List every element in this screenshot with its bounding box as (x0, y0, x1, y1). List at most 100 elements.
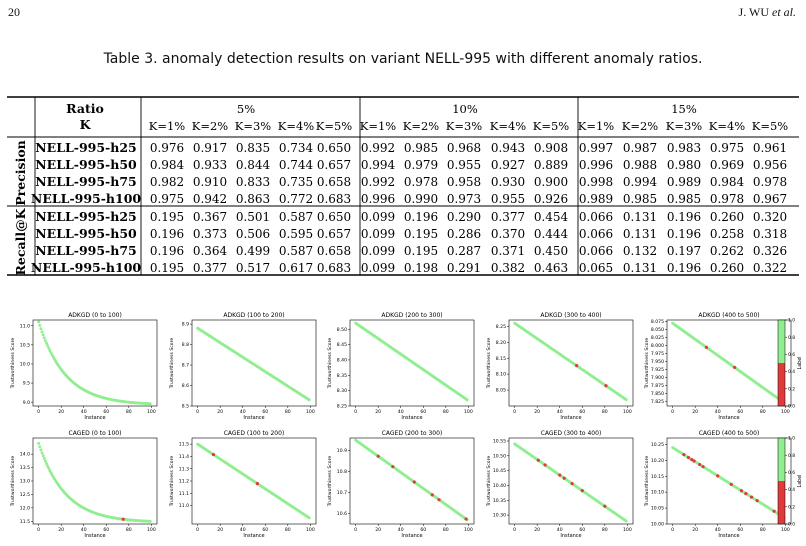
data-point (259, 484, 263, 488)
y-tick-label: 8.25 (337, 404, 347, 410)
data-point (368, 331, 372, 335)
data-point (710, 470, 714, 474)
data-point (418, 484, 422, 488)
anomaly-point (412, 480, 416, 484)
data-point (55, 361, 59, 365)
data-point (354, 438, 358, 442)
x-tick-label: 0 (196, 409, 199, 415)
data-point (420, 367, 424, 371)
data-point (77, 503, 81, 507)
anomaly-point (430, 493, 434, 497)
data-point (140, 519, 144, 523)
data-point (295, 508, 299, 512)
y-tick-label: 10.10 (651, 490, 664, 496)
y-axis-label: Trustworthiness Score (10, 456, 16, 508)
x-axis-label: Instance (718, 415, 739, 421)
data-point (422, 487, 426, 491)
data-point (144, 402, 148, 405)
y-axis-label: Trustworthiness Score (327, 456, 333, 508)
y-tick-label: 10.05 (651, 506, 664, 512)
data-point (135, 401, 139, 405)
data-point (457, 512, 461, 516)
page-number: 20 (8, 5, 20, 19)
data-point (364, 328, 368, 332)
data-point (430, 493, 434, 497)
k-header: K=3% (446, 119, 483, 133)
data-point (45, 341, 48, 345)
data-point (526, 451, 530, 455)
data-point (561, 475, 565, 479)
data-point (708, 469, 712, 473)
data-point (111, 516, 115, 520)
data-point (464, 517, 468, 521)
table-cell: 0.196 (150, 227, 184, 241)
data-point (618, 514, 621, 518)
data-point (294, 507, 298, 511)
data-point (540, 461, 544, 465)
data-point (398, 470, 402, 473)
data-point (543, 463, 547, 467)
data-point (517, 324, 521, 328)
x-tick-label: 80 (126, 409, 132, 415)
data-point (601, 381, 605, 385)
data-point (764, 388, 768, 392)
data-point (366, 330, 370, 334)
data-point (616, 514, 620, 518)
table-cell: 0.969 (710, 158, 744, 172)
colorbar-frame (777, 437, 786, 525)
data-point (544, 343, 548, 347)
data-point (369, 332, 373, 336)
data-point (437, 379, 441, 382)
x-tick-label: 40 (398, 527, 404, 533)
data-point (516, 444, 520, 448)
data-point (422, 368, 426, 372)
x-tick-label: 80 (443, 409, 449, 415)
data-point (450, 387, 453, 391)
y-tick-label: 9.5 (23, 381, 30, 387)
data-point (82, 506, 86, 510)
table-cell: 0.917 (193, 141, 227, 155)
data-point (404, 474, 408, 478)
data-point (87, 509, 91, 513)
data-point (52, 477, 56, 481)
plot-frame (508, 437, 634, 525)
x-tick-label: 40 (557, 409, 563, 415)
data-point (676, 325, 680, 329)
data-point (539, 339, 543, 343)
ratio-group-0: 5% (237, 102, 255, 116)
table-cell: 0.371 (491, 244, 525, 258)
data-point (459, 393, 462, 397)
table-cell: 0.195 (404, 227, 438, 241)
data-point (78, 386, 82, 390)
data-point (102, 396, 106, 400)
data-point (769, 391, 773, 395)
data-point (275, 494, 278, 498)
table-cell: 0.318 (753, 227, 787, 241)
data-point (68, 378, 72, 382)
x-tick-label: 60 (737, 409, 743, 415)
data-point (46, 344, 50, 348)
data-point (82, 388, 86, 392)
table-cell: 0.196 (150, 244, 184, 258)
data-point (764, 504, 768, 508)
table-cell: 0.326 (753, 244, 787, 258)
data-point (706, 468, 710, 471)
data-point (743, 373, 747, 377)
data-point (59, 487, 63, 491)
data-point (777, 397, 781, 401)
data-point (428, 372, 432, 376)
data-point (439, 380, 443, 384)
data-point (776, 396, 779, 400)
table-cell: 0.998 (579, 175, 613, 189)
data-point (448, 506, 452, 510)
data-point (297, 509, 301, 513)
data-point (117, 517, 121, 521)
data-point (460, 514, 464, 518)
table-cell: 0.196 (667, 210, 701, 224)
data-point (518, 446, 522, 450)
data-point (701, 343, 705, 347)
data-point (377, 455, 381, 459)
data-point (226, 462, 230, 466)
data-point (249, 360, 253, 364)
